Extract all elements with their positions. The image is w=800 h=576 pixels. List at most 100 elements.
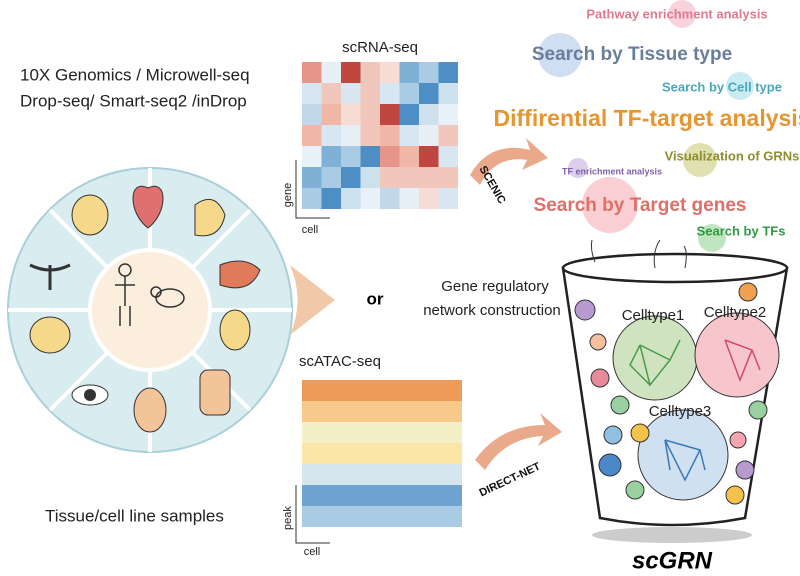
axis-arrow [295,160,330,219]
heatmap-cell [322,506,342,527]
heatmap-cell [399,62,419,83]
heatmap-cell [402,464,422,485]
sample-caption: Tissue/cell line samples [45,506,224,525]
platform-text: Drop-seq/ Smart-seq2 /inDrop [20,91,247,110]
heatmap-cell [341,104,361,125]
atac-heatmap [302,380,462,527]
platform-text: 10X Genomics / Microwell-seq [20,65,250,84]
heatmap-cell [442,506,462,527]
heatmap-cell [360,188,380,209]
heatmap-cell [342,464,362,485]
heatmap-cell [402,485,422,506]
sample-wheel [7,167,293,453]
heatmap-cell [419,83,439,104]
heatmap-cell [360,146,380,167]
heatmap-cell [422,506,442,527]
feature-label: Diffirential TF-target analysis [494,105,800,131]
feature-label: Pathway enrichment analysis [586,6,767,21]
heatmap-cell [422,422,442,443]
heatmap-cell [382,464,402,485]
celltype-label: Celltype3 [649,403,712,420]
heatmap-cell [360,83,380,104]
heatmap-cell [399,167,419,188]
heatmap-cell [399,125,419,146]
heatmap-cell [362,422,382,443]
product-title: scGRN [632,547,713,574]
heatmap-cell [342,401,362,422]
heatmap-cell [419,104,439,125]
heatmap-cell [380,83,400,104]
feature-label: Search by TFs [697,223,786,238]
heatmap-cell [342,380,362,401]
heatmap-cell [438,125,458,146]
heatmap-cell [342,443,362,464]
heatmap-cell [302,62,322,83]
heatmap-cell [321,125,341,146]
heatmap-cell [341,83,361,104]
heatmap-cell [380,104,400,125]
heatmap-cell [302,401,322,422]
heatmap-cell [302,188,322,209]
heatmap-cell [360,167,380,188]
heatmap-cell [302,125,322,146]
axis-label: cell [302,224,319,236]
heatmap-cell [380,167,400,188]
heatmap-cell [438,188,458,209]
heatmap-cell [302,380,322,401]
heatmap-cell [422,464,442,485]
flow-arrow [290,265,335,335]
heatmap-cell [382,443,402,464]
heatmap-cell [382,485,402,506]
heatmap-cell [341,167,361,188]
axis-label: peak [282,506,294,530]
heatmap-cell [442,380,462,401]
heatmap-cell [362,380,382,401]
axis-label: gene [282,183,294,207]
heatmap-cell [322,485,342,506]
heatmap-cell [360,104,380,125]
heatmap-cell [422,401,442,422]
heatmap-cell [362,443,382,464]
heatmap-cell [342,422,362,443]
heatmap-cell [402,422,422,443]
heatmap-cell [302,464,322,485]
celltype-label: Celltype1 [622,307,685,324]
connector-text: or [367,289,384,308]
curved-arrow [475,413,562,470]
heatmap-cell [341,62,361,83]
construction-text: Gene regulatory [441,278,549,295]
heatmap-cell [321,83,341,104]
heatmap-cell [321,188,341,209]
heatmap-cell [321,62,341,83]
rna-heatmap [302,62,458,209]
heatmap-cell [322,401,342,422]
heatmap-cell [399,83,419,104]
heatmap-cell [442,443,462,464]
heatmap-cell [382,506,402,527]
heatmap-cell [342,506,362,527]
feature-bubbles [538,0,754,252]
heatmap-cell [302,167,322,188]
heatmap-title: scATAC-seq [299,353,381,370]
heatmap-cell [322,443,342,464]
heatmap-cell [302,443,322,464]
heatmap-cell [438,83,458,104]
heatmap-cell [322,380,342,401]
heatmap-cell [321,146,341,167]
heatmap-cell [321,104,341,125]
heatmap-cell [302,422,322,443]
heatmap-cell [419,125,439,146]
heatmap-cell [422,485,442,506]
heatmap-cell [442,464,462,485]
heatmap-cell [442,401,462,422]
heatmap-cell [322,464,342,485]
feature-label: Search by Cell type [662,79,782,94]
heatmap-cell [341,125,361,146]
heatmap-cell [362,506,382,527]
heatmap-cell [399,104,419,125]
heatmap-cell [302,83,322,104]
heatmap-cell [380,146,400,167]
heatmap-cell [341,188,361,209]
heatmap-cell [419,62,439,83]
